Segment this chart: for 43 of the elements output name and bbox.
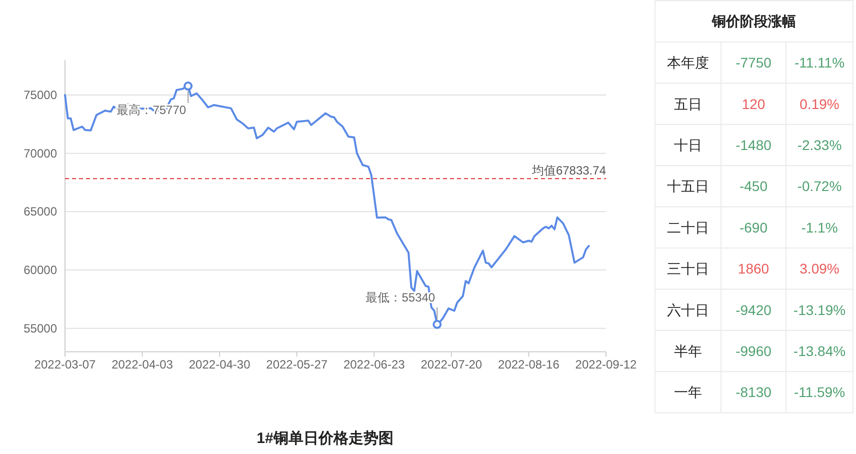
data-label: -0.72% xyxy=(797,178,842,194)
data-label: -2.33% xyxy=(797,137,842,153)
x-tick-label: 2022-08-16 xyxy=(498,358,560,372)
data-label: -8130 xyxy=(736,384,772,400)
category-label: 半年 xyxy=(674,343,702,359)
data-label: -1480 xyxy=(736,137,772,153)
y-tick-label: 65000 xyxy=(24,204,58,219)
data-label: -13.84% xyxy=(793,343,846,359)
ref-line-label: 均值67833.74 xyxy=(530,164,606,178)
category-label: 十五日 xyxy=(667,178,709,194)
text: 1#铜单日价格走势图 xyxy=(256,430,394,447)
data-label: -690 xyxy=(739,219,768,236)
category-label: 五日 xyxy=(674,96,702,112)
data-label: 0.19% xyxy=(800,96,840,112)
category-label: 一年 xyxy=(674,384,702,400)
text: 铜价阶段涨幅 xyxy=(711,13,796,29)
data-label: -450 xyxy=(739,178,768,194)
data-label: -1.1% xyxy=(801,219,838,236)
x-tick-label: 2022-03-07 xyxy=(34,358,96,372)
data-label: 1860 xyxy=(738,260,770,277)
data-label: -11.11% xyxy=(794,54,845,71)
category-label: 本年度 xyxy=(667,54,709,71)
y-tick-label: 60000 xyxy=(24,263,58,278)
data-label: 3.09% xyxy=(800,260,840,277)
category-label: 十日 xyxy=(674,137,702,153)
y-tick-label: 70000 xyxy=(24,146,58,160)
y-tick-label: 55000 xyxy=(24,321,58,336)
x-tick-label: 2022-07-20 xyxy=(420,358,482,372)
category-label: 二十日 xyxy=(667,219,709,236)
data-label: 120 xyxy=(742,96,766,112)
category-label: 三十日 xyxy=(667,260,709,277)
data-label: -13.19% xyxy=(793,302,846,318)
data-label: -9960 xyxy=(736,343,772,359)
x-tick-label: 2022-09-12 xyxy=(575,358,638,372)
data-label: -11.59% xyxy=(794,384,846,400)
x-tick-label: 2022-04-03 xyxy=(112,358,174,372)
data-label: -7750 xyxy=(736,54,772,71)
x-tick-label: 2022-06-23 xyxy=(343,358,406,372)
data-label: -9420 xyxy=(736,302,772,318)
category-label: 六十日 xyxy=(667,302,709,318)
x-tick-label: 2022-05-27 xyxy=(266,358,328,372)
y-tick-label: 75000 xyxy=(24,88,58,102)
x-tick-label: 2022-04-30 xyxy=(188,358,251,372)
